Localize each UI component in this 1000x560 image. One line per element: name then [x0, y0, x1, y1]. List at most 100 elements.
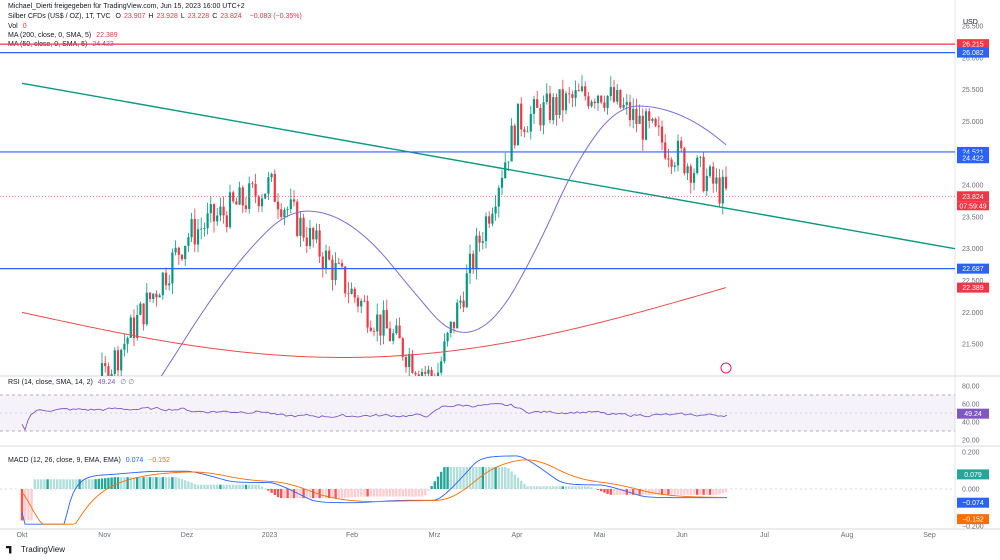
candle-body	[478, 235, 481, 243]
macd-hist-bar	[81, 479, 84, 489]
candle-body	[683, 148, 686, 174]
macd-hist-bar	[145, 477, 148, 489]
tradingview-footer[interactable]: TradingView	[6, 545, 65, 554]
candle-body	[612, 87, 616, 102]
volume-legend: Vol 0	[8, 22, 30, 31]
macd-hist-bar	[270, 489, 273, 493]
time-axis-label: Okt	[17, 532, 28, 539]
candle-body	[34, 467, 36, 480]
candle-body	[110, 373, 113, 376]
rsi-legend[interactable]: RSI (14, close, SMA, 14, 2) 49.24 ∅ ∅	[8, 378, 137, 387]
candle-body	[43, 462, 45, 475]
macd-hist-bar	[235, 484, 238, 489]
macd-hist-bar	[446, 466, 449, 489]
candle-body	[209, 204, 212, 214]
candle-body	[504, 162, 507, 178]
macd-hist-bar	[382, 489, 385, 497]
macd-hist-bar	[356, 489, 360, 497]
candle-body	[152, 293, 155, 299]
macd-hist-bar	[187, 481, 190, 489]
macd-hist-bar	[257, 484, 260, 489]
macd-hist-bar	[619, 489, 622, 495]
macd-hist-bar	[459, 466, 462, 489]
ma200-legend[interactable]: MA (200, close, 0, SMA, 5) 22.389	[8, 31, 121, 40]
price-tick-label: 26.500	[962, 24, 984, 31]
candle-body	[324, 250, 328, 269]
candle-body	[571, 94, 574, 98]
macd-hist-bar	[612, 489, 616, 495]
candle-body	[603, 102, 606, 108]
rsi-tick-label: 80.00	[962, 384, 980, 391]
candle-body	[587, 96, 590, 107]
candle-body	[142, 303, 145, 325]
macd-hist-bar	[363, 489, 366, 497]
candle-body	[452, 321, 456, 329]
candle-body	[616, 89, 619, 102]
macd-hist-bar	[670, 489, 673, 495]
rsi-tick-label: 60.00	[962, 402, 980, 409]
candle-body	[628, 102, 632, 121]
macd-hist-bar	[318, 489, 321, 499]
candle-body	[369, 327, 372, 331]
candle-body	[123, 343, 126, 350]
macd-hist-bar	[411, 489, 414, 497]
macd-hist-bar	[657, 489, 660, 495]
candle-body	[472, 253, 475, 270]
rsi-line	[21, 403, 728, 432]
macd-hist-bar	[280, 489, 283, 499]
candle-body	[376, 314, 379, 332]
trendline	[21, 82, 955, 250]
candle-body	[312, 228, 315, 240]
macd-hist-bar	[724, 489, 728, 493]
level-tag-0: 26.215	[962, 42, 984, 49]
symbol-legend: Silber CFDs (US$ / OZ), 1T, TVC O 23.907 H…	[8, 12, 305, 21]
macd-hist-bar	[308, 489, 312, 499]
candle-body	[145, 292, 148, 325]
macd-hist-bar	[177, 477, 180, 489]
macd-hist-bar	[683, 489, 686, 495]
macd-hist-bar	[465, 466, 468, 489]
candle-body	[600, 95, 603, 103]
macd-hist-bar	[193, 483, 196, 489]
candle-body	[446, 332, 449, 342]
macd-hist-bar	[254, 484, 257, 489]
macd-hist-bar	[376, 489, 379, 497]
value-tag-2: 22.389	[962, 285, 984, 292]
countdown-label: 07:59:49	[959, 203, 986, 210]
candle-body	[590, 101, 593, 107]
macd-hist-bar	[452, 466, 456, 489]
macd-hist-bar	[75, 479, 78, 489]
candle-body	[388, 328, 392, 341]
candle-body	[222, 206, 225, 216]
time-axis-label: Dez	[181, 532, 194, 539]
macd-hist-bar	[468, 466, 472, 489]
macd-hist-bar	[72, 479, 75, 489]
rsi-tag-bg	[957, 408, 989, 419]
candle-body	[280, 209, 283, 217]
macd-hist-bar	[203, 484, 206, 489]
candle-body	[670, 159, 673, 167]
candle-body	[180, 254, 184, 260]
candle-body	[465, 273, 468, 308]
macd-hist-bar	[462, 466, 465, 489]
macd-hist-bar	[360, 489, 363, 497]
macd-legend[interactable]: MACD (12, 26, close, 9, EMA, EMA) 0.074 …	[8, 456, 173, 465]
candle-body	[696, 157, 699, 174]
price-change: −0.083 (−0.35%)	[249, 13, 302, 20]
candle-body	[523, 129, 526, 132]
macd-hist-bar	[350, 489, 353, 498]
candle-body	[609, 87, 612, 96]
macd-hist-bar	[196, 484, 200, 489]
price-tick-label: 23.500	[962, 214, 984, 221]
ohlc-key-C: C	[212, 13, 218, 20]
level-tag-2-bg	[957, 146, 989, 157]
level-tag-3-bg	[957, 263, 989, 274]
candle-body	[484, 216, 488, 242]
candle-body	[468, 253, 472, 274]
macd-hist-bar	[305, 489, 308, 499]
candle-body	[196, 229, 200, 245]
candle-body	[238, 187, 241, 205]
candle-body	[529, 113, 532, 132]
candle-body	[270, 173, 273, 178]
